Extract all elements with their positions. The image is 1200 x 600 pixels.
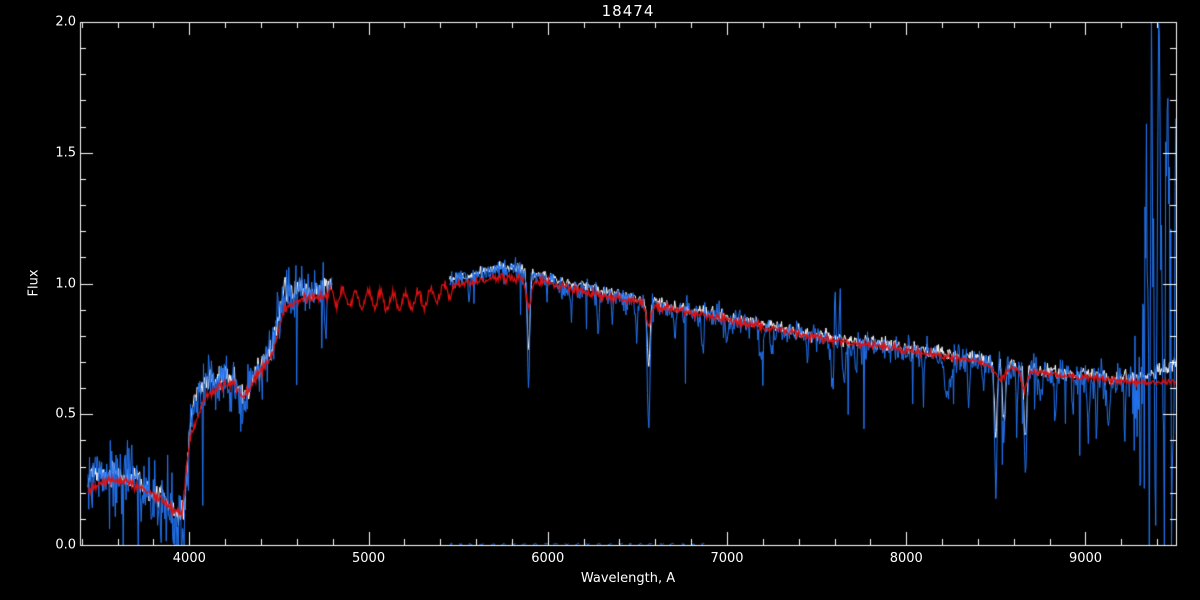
x-tick-label: 6000 — [531, 551, 565, 566]
y-tick-label: 1.5 — [55, 145, 76, 161]
x-tick-label: 4000 — [172, 551, 206, 566]
y-tick-label: 0.5 — [55, 406, 76, 422]
plot-title: 18474 — [601, 2, 655, 20]
x-tick-label: 7000 — [710, 551, 744, 566]
y-tick-label: 2.0 — [55, 14, 76, 30]
y-tick-label: 0.0 — [55, 537, 76, 553]
x-axis-label: Wavelength, A — [580, 571, 676, 586]
y-tick-label: 1.0 — [55, 276, 76, 291]
x-tick-label: 9000 — [1068, 551, 1103, 566]
x-tick-label: 5000 — [352, 551, 386, 566]
x-tick-label: 8000 — [889, 551, 923, 566]
